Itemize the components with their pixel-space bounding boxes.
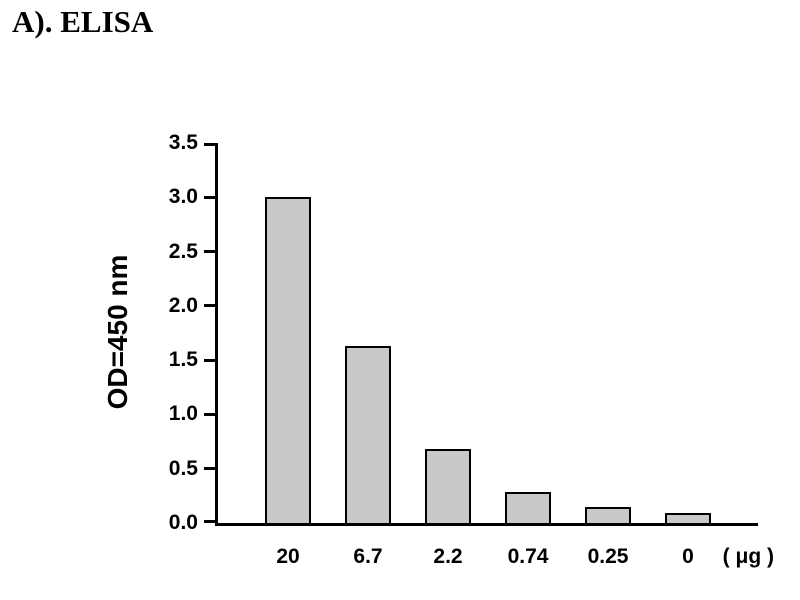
bar-slot [248,197,328,523]
x-tick-label: 0.25 [587,545,629,568]
bar [665,513,711,523]
bar [265,197,311,523]
x-tick-label: 20 [276,545,300,568]
y-tick-mark [204,467,215,471]
y-tick-label: 1.0 [168,402,198,426]
y-tick-mark [204,195,215,199]
bar-slot [568,506,648,523]
bar-slot [488,491,568,523]
y-tick-mark [204,520,215,523]
y-tick-label: 2.5 [168,239,198,263]
bar [345,346,391,523]
y-tick-mark [204,304,215,308]
bar [505,491,551,523]
x-axis-labels: 20 6.7 2.2 0.74 0.25 0 ( μg ) [218,545,774,569]
x-tick-label: 6.7 [353,545,383,568]
y-tick-label: 0.5 [168,456,198,480]
y-tick-label: 3.0 [168,185,198,209]
bar-slot [648,513,728,523]
y-axis-label: OD=450 nm [102,254,133,410]
x-tick-label: 0 [682,545,694,568]
y-tick-mark [204,358,215,362]
y-tick-label: 1.5 [168,348,198,372]
bar-slot [328,346,408,523]
y-tick-mark [204,412,215,416]
y-tick-label: 0.0 [168,511,198,534]
bar [425,449,471,523]
y-axis-ticks: 0.0 0.5 1.0 1.5 2.0 2.5 3.0 3.5 [169,131,758,534]
bar-slot [408,449,488,523]
y-tick-mark [204,143,215,146]
x-tick-label: 2.2 [433,545,463,568]
x-axis-unit-label: ( μg ) [722,545,774,568]
figure-title: A). ELISA [12,4,154,39]
plot-area: 0.0 0.5 1.0 1.5 2.0 2.5 3.0 3.5 20 6.7 2.2 0.74 0.2… [169,131,774,568]
y-tick-label: 2.0 [168,293,198,317]
y-tick-mark [204,250,215,254]
bar [585,506,631,523]
y-tick-label: 3.5 [168,131,198,154]
bars-layer [218,143,758,523]
x-tick-label: 0.74 [507,545,549,568]
